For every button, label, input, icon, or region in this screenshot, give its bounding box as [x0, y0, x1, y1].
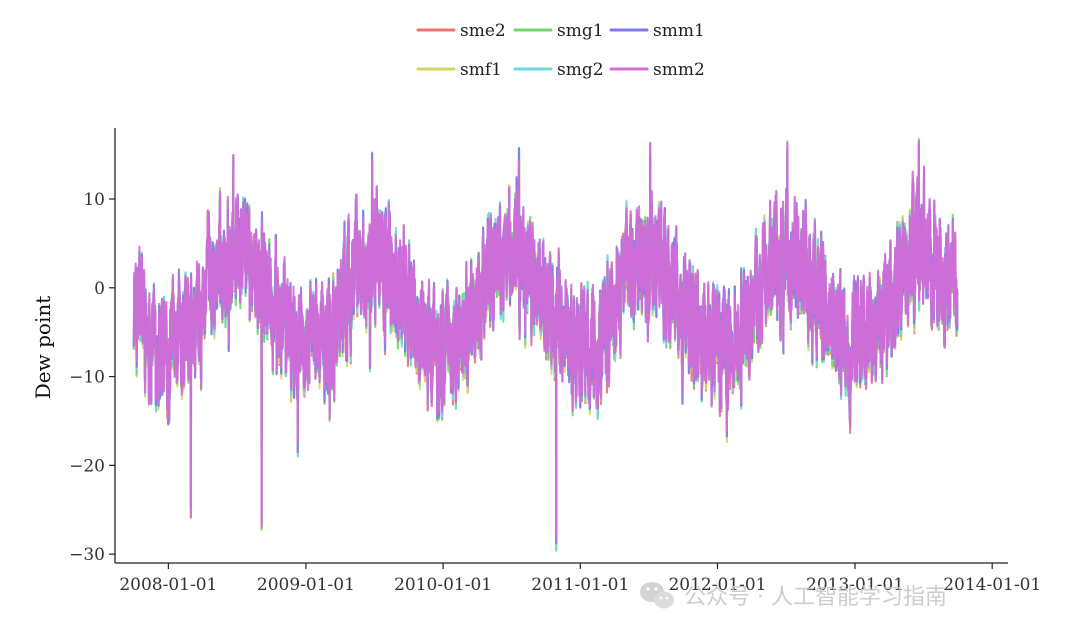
y-tick-label: −20: [69, 456, 105, 476]
legend-item-smf1: smf1: [416, 60, 502, 80]
y-ticks: −30 −20 −10 0 10: [69, 190, 115, 565]
x-tick-label: 2014-01-01: [943, 575, 1041, 595]
x-tick-label: 2010-01-01: [394, 575, 492, 595]
x-tick-label: 2013-01-01: [806, 575, 904, 595]
x-tick-label: 2008-01-01: [119, 575, 217, 595]
legend-item-smm1: smm1: [609, 21, 705, 41]
series-layer: [132, 137, 959, 552]
y-tick-label: 10: [83, 190, 105, 210]
x-tick-label: 2012-01-01: [668, 575, 766, 595]
wechat-icon: [640, 582, 674, 609]
y-tick-label: −30: [69, 545, 105, 565]
series-line-smm2: [132, 139, 959, 541]
legend-label: sme2: [460, 21, 506, 41]
legend: sme2 smg1 smm1 smf1 smg2 smm2: [416, 21, 705, 80]
legend-label: smg1: [557, 21, 604, 41]
legend-item-smm2: smm2: [609, 60, 705, 80]
legend-item-sme2: sme2: [416, 21, 506, 41]
y-tick-label: 0: [94, 279, 105, 299]
legend-item-smg1: smg1: [513, 21, 604, 41]
legend-item-smg2: smg2: [513, 60, 604, 80]
legend-label: smm1: [653, 21, 705, 41]
plot-area: [132, 137, 959, 552]
legend-label: smg2: [557, 60, 604, 80]
legend-label: smm2: [653, 60, 705, 80]
axes: −30 −20 −10 0 10 2008-01-01 2009-01-01 2010-01…: [31, 128, 1041, 595]
x-tick-label: 2009-01-01: [257, 575, 355, 595]
y-tick-label: −10: [69, 368, 105, 388]
legend-label: smf1: [460, 60, 502, 80]
y-axis-title: Dew point: [31, 296, 55, 400]
watermark-text: 公众号 · 人工智能学习指南: [684, 585, 947, 610]
x-ticks: 2008-01-01 2009-01-01 2010-01-01 2011-01-01…: [119, 563, 1041, 595]
watermark: 公众号 · 人工智能学习指南: [640, 582, 947, 610]
x-tick-label: 2011-01-01: [531, 575, 629, 595]
